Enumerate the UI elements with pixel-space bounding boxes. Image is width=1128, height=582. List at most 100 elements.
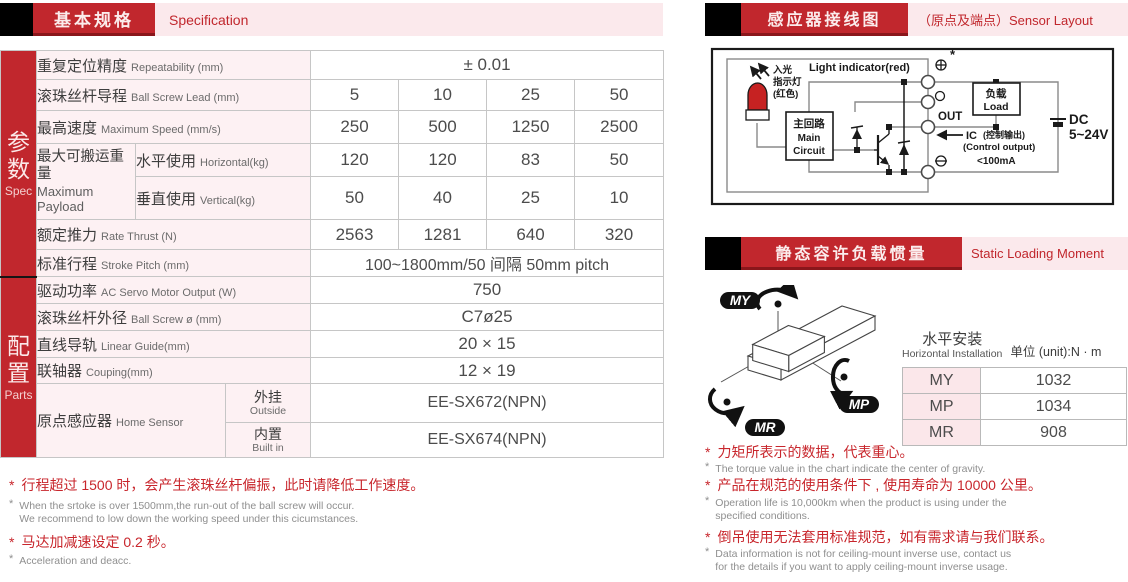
note-zh: * 行程超过 1500 时，会产生滚珠丝杆偏振，此时请降低工作速度。 (9, 477, 425, 493)
table-row: 直线导轨 Linear Guide(mm) 20 × 15 (1, 330, 665, 358)
note-zh: * 马达加减速设定 0.2 秒。 (9, 534, 175, 550)
value-cell: 50 (574, 79, 665, 111)
label-cell-payload: 最大可搬运重量 Maximum Payload (36, 143, 136, 220)
sensor-header-title-en: （原点及端点）Sensor Layout (908, 3, 1128, 36)
my-rotation-arrow-icon (755, 285, 799, 311)
table-row: 垂直使用 Vertical(kg) 50 40 25 10 (1, 176, 665, 220)
battery-icon (1050, 118, 1066, 127)
table-row: MY 1032 (902, 367, 1127, 394)
my-pill (720, 292, 760, 309)
value-cell: 1281 (398, 219, 488, 250)
value-cell: 500 (398, 110, 488, 144)
label-cell: 滚珠丝杆外径 Ball Screw ø (mm) (35, 303, 312, 331)
table-row: 原点感应器 Home Sensor 外挂 Outside EE-SX672(NPN… (1, 383, 665, 458)
led-label-zh: 指示灯 (773, 76, 802, 88)
spec-notes: * 行程超过 1500 时，会产生滚珠丝杆偏振，此时请降低工作速度。 * When … (9, 477, 664, 576)
label-cell: 重复定位精度 Repeatability (mm) (35, 50, 312, 80)
header-black-block (705, 3, 741, 36)
moment-section-header: 静态容许负载惯量 Static Loading Moment (705, 237, 1128, 270)
max-current-label: <100mA (977, 156, 1016, 167)
value-cell: 100~1800mm/50 间隔 50mm pitch (310, 249, 665, 277)
zener-diode-icon (897, 82, 911, 172)
main-circuit-box (785, 111, 834, 161)
led-label-zh: 入光 (772, 64, 793, 76)
value-cell: 2500 (574, 110, 665, 144)
moment-table-header: 水平安装 Horizontal Installation 单位 (unit):N… (902, 331, 1126, 361)
sublabel-cell: 内置 Built in (224, 422, 312, 458)
value-cell: 750 (310, 276, 665, 304)
value-cell: C7ø25 (310, 303, 665, 331)
sidebar-spec: 参数 Spec (0, 50, 37, 277)
led-label-zh: (红色) (773, 88, 798, 100)
main-circuit-en2: Circuit (793, 146, 825, 157)
value-cell: EE-SX674(NPN) (310, 422, 665, 458)
my-pill-label: MY (730, 293, 752, 308)
shield-terminal-icon (934, 90, 946, 102)
minus-terminal-icon (935, 155, 947, 167)
label-cell: 滚珠丝杆导程 Ball Screw Lead (mm) (35, 79, 312, 111)
table-row: 标准行程 Stroke Pitch (mm) 100~1800mm/50 间隔 5… (1, 249, 665, 277)
moment-header-title-en: Static Loading Moment (962, 237, 1128, 270)
moment-axes-diagram: MY MP MR (707, 285, 879, 436)
note-zh: * 产品在规范的使用条件下 , 使用寿命为 10000 公里。 (705, 477, 1042, 493)
horizontal-install-zh: 水平安装 (922, 331, 983, 348)
transistor-icon (850, 125, 890, 172)
load-zh: 负载 (986, 87, 1007, 100)
led-indicator-icon (745, 62, 770, 121)
out-label: OUT (938, 111, 962, 123)
moment-label-cell: MY (902, 367, 981, 394)
mr-rotation-arrow-icon (707, 387, 745, 428)
value-cell: 1250 (486, 110, 576, 144)
label-cell: 联轴器 Couping(mm) (35, 357, 312, 384)
mr-pill (745, 419, 785, 436)
label-cell: 直线导轨 Linear Guide(mm) (35, 330, 312, 358)
dc-label: DC (1069, 112, 1089, 127)
note-en: * Operation life is 10,000km when the pro… (705, 495, 1007, 522)
sidebar-spec-en: Spec (4, 183, 33, 198)
spec-header-title-en: Specification (155, 3, 663, 36)
value-cell: 120 (310, 143, 400, 177)
value-cell: 5 (310, 79, 400, 111)
sublabel-cell: 外挂 Outside (224, 383, 312, 423)
moment-label-cell: MR (902, 419, 981, 446)
value-cell: 83 (486, 143, 576, 177)
moment-label-cell: MP (902, 393, 981, 420)
sensor-section-header: 感应器接线图 （原点及端点）Sensor Layout (705, 3, 1128, 36)
note-en: * Acceleration and deacc. (9, 553, 132, 567)
value-cell: EE-SX672(NPN) (310, 383, 665, 423)
unit-label: 单位 (unit):N · m (1010, 345, 1102, 359)
spec-header-title-zh: 基本规格 (33, 3, 155, 36)
spec-table: 参数 Spec 重复定位精度 Repeatability (mm) ± 0.01 … (0, 50, 665, 458)
note-en: * When the srtoke is over 1500mm,the run-… (9, 498, 359, 525)
slide-carriage (751, 324, 826, 373)
value-cell: 12 × 19 (310, 357, 665, 384)
light-indicator-label: Light indicator(red) (809, 62, 910, 74)
horizontal-install-en: Horizontal Installation (902, 348, 1003, 360)
table-row: 最大可搬运重量 Maximum Payload 水平使用 Horizontal(k… (1, 143, 665, 220)
value-cell: 320 (574, 219, 665, 250)
label-cell-home-sensor: 原点感应器 Home Sensor (36, 383, 226, 458)
main-circuit-zh: 主回路 (793, 117, 825, 130)
note-zh: * 力矩所表示的数据，代表重心。 (705, 444, 914, 460)
value-cell: 25 (486, 79, 576, 111)
value-cell: 250 (310, 110, 400, 144)
table-row: MP 1034 (902, 393, 1127, 420)
label-cell: 驱动功率 AC Servo Motor Output (W) (35, 276, 312, 304)
value-cell: 50 (574, 143, 665, 177)
value-cell: 40 (398, 176, 488, 220)
table-row: 参数 Spec 重复定位精度 Repeatability (mm) ± 0.01 (0, 50, 665, 277)
main-circuit-en1: Main (798, 133, 821, 144)
label-cell: 最高速度 Maximum Speed (mm/s) (35, 110, 312, 144)
value-cell: 25 (486, 176, 576, 220)
table-row: 配置 Parts 驱动功率 AC Servo Motor Output (W) 7… (0, 275, 665, 458)
sidebar-parts: 配置 Parts (0, 275, 37, 458)
value-cell: 2563 (310, 219, 400, 250)
value-cell: 20 × 15 (310, 330, 665, 358)
control-output-en: (Control output) (963, 142, 1035, 153)
mp-pill-label: MP (849, 397, 870, 412)
mr-pill-label: MR (755, 420, 776, 435)
moment-value-cell: 1034 (980, 393, 1127, 420)
spec-section-header: 基本规格 Specification (0, 3, 663, 36)
table-row: 滚珠丝杆导程 Ball Screw Lead (mm) 5 10 25 50 (1, 79, 665, 111)
table-row: 额定推力 Rate Thrust (N) 2563 1281 640 320 (1, 219, 665, 250)
